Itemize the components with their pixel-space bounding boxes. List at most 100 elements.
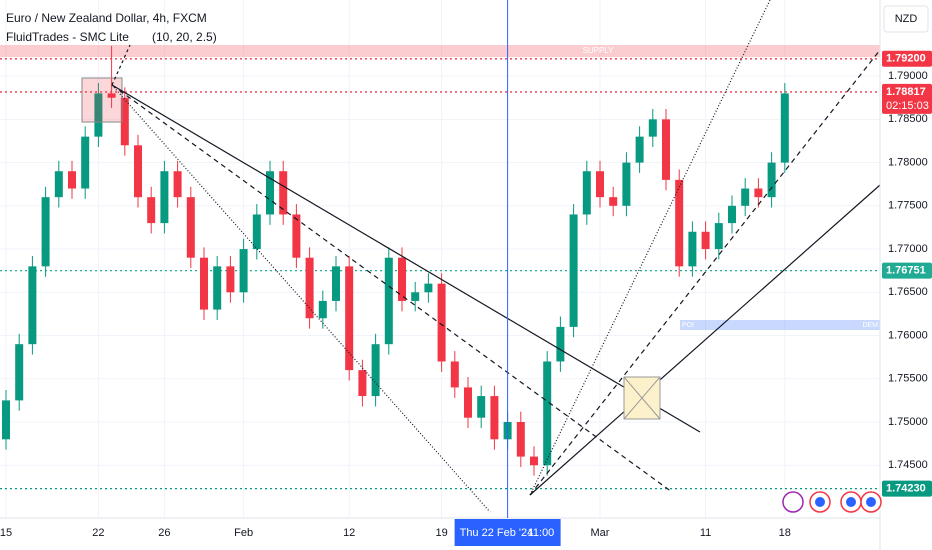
candle-body xyxy=(780,93,789,163)
indicator-name: FluidTrades - SMC Lite xyxy=(6,30,129,44)
candle-body xyxy=(68,171,76,189)
candle-body xyxy=(556,326,565,362)
x-tick-label: 11 xyxy=(700,527,711,539)
crosshair-time: 11:00 xyxy=(528,527,555,539)
drawings xyxy=(81,0,881,513)
trendline xyxy=(529,49,881,496)
y-tick-label: 1.76500 xyxy=(888,286,928,298)
candle-body xyxy=(186,197,195,258)
candle-body xyxy=(662,119,670,180)
demand-zone xyxy=(680,320,880,330)
crosshair-date: Thu 22 Feb '24 xyxy=(460,527,534,539)
candle-body xyxy=(41,197,50,267)
candle-body xyxy=(147,197,156,224)
candle-body xyxy=(622,162,631,206)
trendline xyxy=(529,184,881,496)
candle-body xyxy=(2,400,10,440)
candle-body xyxy=(332,266,340,301)
y-tick-label: 1.74500 xyxy=(888,459,928,471)
candle-body xyxy=(28,266,37,345)
trendline xyxy=(111,44,131,86)
candle-body xyxy=(15,344,24,401)
y-tick-label: 1.78500 xyxy=(888,113,928,125)
candle-body xyxy=(596,171,604,198)
candle-body xyxy=(54,171,63,198)
candle-body xyxy=(701,231,710,250)
candle-body xyxy=(543,361,552,466)
axis: 1.74500 1.75000 1.75500 1.76000 1.76500 1.770… xyxy=(0,50,932,539)
candle-body xyxy=(134,145,142,198)
candle-body xyxy=(530,456,538,466)
x-tick-label: 19 xyxy=(435,527,447,539)
box xyxy=(81,77,123,123)
candles xyxy=(2,45,789,476)
trendline xyxy=(111,84,491,513)
candle-body xyxy=(635,136,644,163)
y-tick-label: 1.79000 xyxy=(888,70,928,82)
icon[interactable] xyxy=(782,491,804,513)
crosshair-label-box xyxy=(454,519,561,546)
icon-dot xyxy=(815,497,825,507)
candle-body xyxy=(464,387,472,418)
candle-body xyxy=(345,266,354,371)
price-tag xyxy=(882,50,932,67)
trendline xyxy=(111,84,701,433)
candle-body xyxy=(609,197,618,206)
icon-dot xyxy=(846,497,856,507)
candle-body xyxy=(424,283,433,293)
candle-body xyxy=(120,97,129,146)
symbol-title: Euro / New Zealand Dollar, 4h, FXCM xyxy=(6,11,207,25)
supply-label: SUPPLY xyxy=(583,46,615,55)
candle-body xyxy=(675,179,684,267)
price-tag xyxy=(882,480,932,497)
candle-body xyxy=(279,171,288,215)
y-tick-label: 1.75000 xyxy=(888,416,928,428)
y-tick-label: 1.76000 xyxy=(888,329,928,341)
candle-body xyxy=(239,249,248,293)
x-tick-label: 12 xyxy=(343,527,355,539)
y-tick-label: 1.77000 xyxy=(888,243,928,255)
x-tick-label: 15 xyxy=(0,527,12,539)
candle-body xyxy=(728,205,736,224)
candle-body xyxy=(371,344,380,397)
y-tick-label: 1.78000 xyxy=(888,156,928,168)
x-tick-label: 26 xyxy=(158,527,170,539)
y-tick-label: 1.77500 xyxy=(888,200,928,212)
candle-body xyxy=(741,188,750,206)
candle-body xyxy=(252,214,261,250)
candle-body xyxy=(226,266,235,293)
price-tag-label: 1.74230 xyxy=(886,483,926,495)
candle-body xyxy=(358,370,367,397)
candle-body xyxy=(94,93,103,137)
candle-body xyxy=(754,188,763,198)
demand-label: DEM xyxy=(862,322,878,329)
x-tick-label: 22 xyxy=(92,527,104,539)
x-tick-label: Mar xyxy=(591,527,610,539)
candle-body xyxy=(437,283,446,362)
candle-body xyxy=(81,136,90,189)
supply-zone xyxy=(0,45,880,57)
candle-body xyxy=(305,257,314,319)
currency-button[interactable] xyxy=(883,5,929,33)
levels xyxy=(0,58,880,490)
price-tag-label: 1.79200 xyxy=(886,53,926,65)
candle-body xyxy=(516,422,525,457)
candle-body xyxy=(107,93,116,98)
candle-body xyxy=(200,257,208,310)
candle-body xyxy=(477,396,486,418)
poi-label: POI xyxy=(682,322,694,329)
candle-body xyxy=(569,214,578,327)
x-tick-label: 18 xyxy=(779,527,791,539)
currency[interactable]: NZD xyxy=(895,13,918,25)
price-tag xyxy=(882,83,932,114)
candle-body xyxy=(490,396,499,440)
x-tick-label: Feb xyxy=(234,527,253,539)
icon-dot xyxy=(866,497,876,507)
candle-body xyxy=(411,292,420,301)
box-diagonal xyxy=(623,376,661,420)
candle-body xyxy=(384,257,393,345)
trendline xyxy=(111,84,673,493)
y-tick-label: 1.75500 xyxy=(888,373,928,385)
